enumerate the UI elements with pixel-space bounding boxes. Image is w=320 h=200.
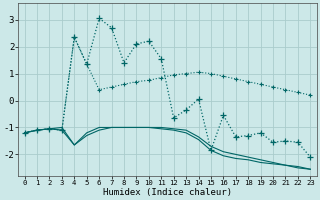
X-axis label: Humidex (Indice chaleur): Humidex (Indice chaleur) [103, 188, 232, 197]
